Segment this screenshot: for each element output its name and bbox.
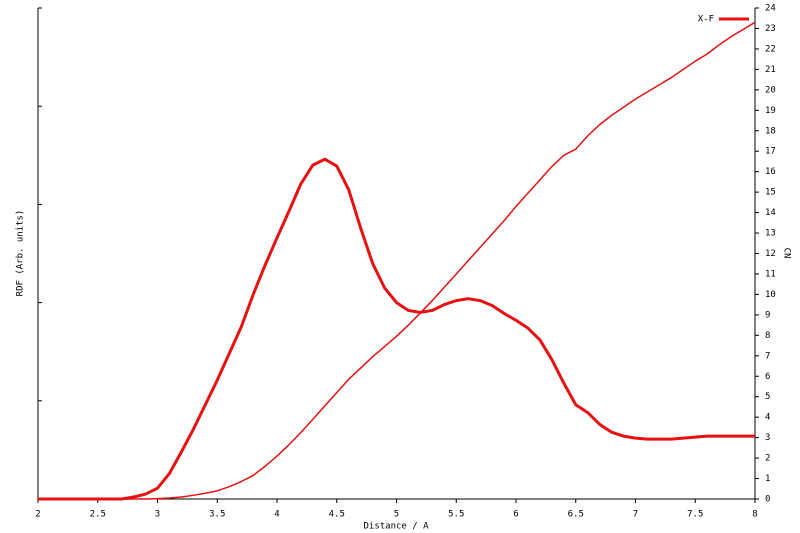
y2-tick-label: 3 [765, 433, 770, 443]
y2-tick-label: 11 [765, 269, 776, 279]
y2-tick-label: 9 [765, 310, 770, 320]
y2-tick-label: 10 [765, 290, 776, 300]
y2-tick-label: 24 [765, 4, 776, 14]
data-line [38, 21, 756, 500]
x-tick-label: 5.5 [448, 510, 464, 520]
x-tick-label: 7.5 [687, 510, 703, 520]
y2-tick-label: 6 [765, 372, 770, 382]
x-tick-label: 8 [752, 510, 757, 520]
x-tick-label: 6.5 [568, 510, 584, 520]
x-axis-label: Distance / A [363, 522, 429, 532]
x-tick-label: 3.5 [209, 510, 225, 520]
y2-tick-label: 19 [765, 106, 776, 116]
x-tick-label: 4 [274, 510, 279, 520]
y2-tick-label: 23 [765, 24, 776, 34]
y2-tick-label: 14 [765, 208, 776, 218]
y2-tick-label: 12 [765, 249, 776, 259]
y2-tick-label: 17 [765, 147, 776, 157]
y2-tick-label: 2 [765, 454, 770, 464]
y2-tick-label: 4 [765, 413, 770, 423]
x-tick-label: 3 [155, 510, 160, 520]
x-tick-label: 5 [394, 510, 399, 520]
y2-tick-label: 16 [765, 167, 776, 177]
data-line [38, 157, 755, 501]
y2-tick-label: 22 [765, 44, 776, 54]
y2-axis-label: CN [782, 248, 792, 259]
y2-tick-label: 15 [765, 188, 776, 198]
y2-tick-label: 7 [765, 351, 770, 361]
x-tick-label: 4.5 [329, 510, 345, 520]
x-tick-label: 2.5 [90, 510, 106, 520]
y2-tick-label: 18 [765, 126, 776, 136]
y2-tick-label: 5 [765, 392, 770, 402]
y2-tick-label: 20 [765, 85, 776, 95]
x-tick-label: 7 [633, 510, 638, 520]
y2-tick-label: 8 [765, 331, 770, 341]
legend-label: X-F [698, 15, 714, 25]
x-tick-label: 6 [513, 510, 518, 520]
y-axis-label: RDF (Arb. units) [16, 210, 26, 297]
x-tick-label: 2 [35, 510, 40, 520]
y2-tick-label: 21 [765, 65, 776, 75]
y2-tick-label: 0 [765, 495, 770, 505]
y2-tick-label: 13 [765, 229, 776, 239]
y2-tick-label: 1 [765, 474, 770, 484]
